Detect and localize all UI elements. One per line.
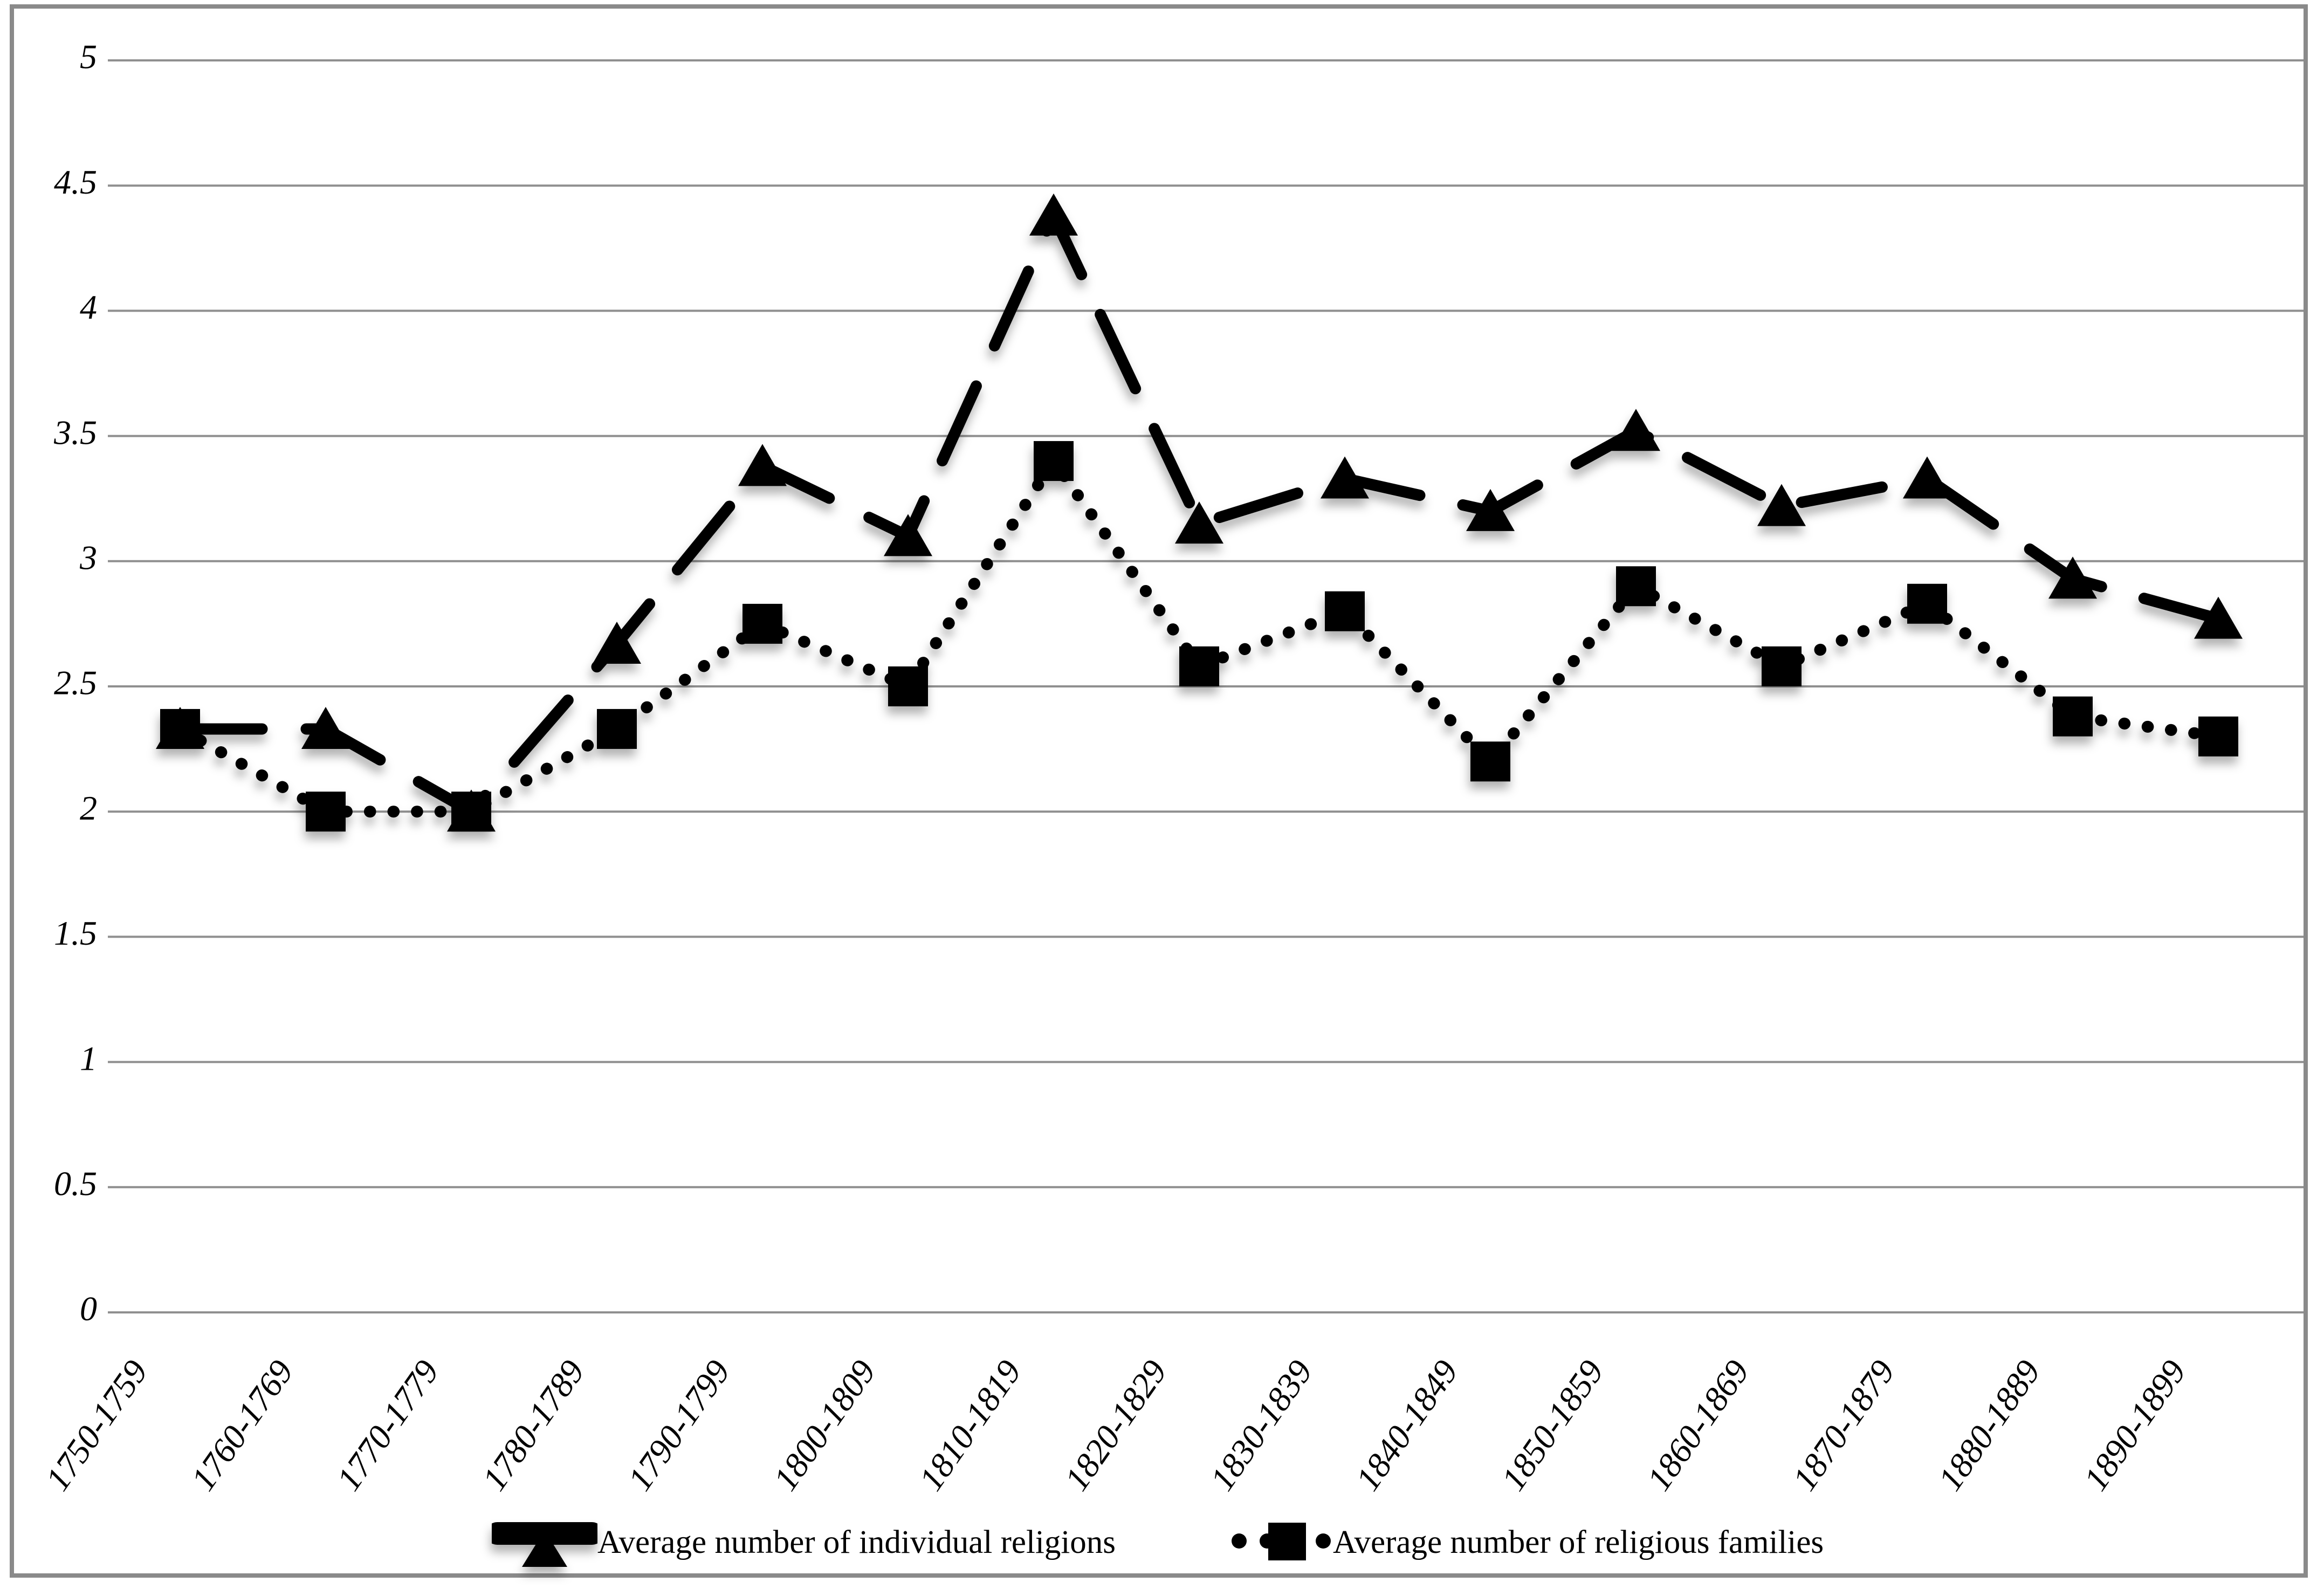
- square-marker: [888, 666, 928, 706]
- y-axis-tick-labels: 5 4.5 4 3.5 3 2.5 2 1.5 1 0.5 0: [53, 38, 97, 1328]
- x-category-label: 1860-1869: [1639, 1353, 1756, 1497]
- figure-border: [10, 4, 2308, 1578]
- square-marker: [742, 603, 782, 644]
- y-tick-label-3: 3: [79, 538, 97, 576]
- y-tick-label-4: 4: [80, 288, 97, 326]
- x-axis-category-labels: 1750-1759 1760-1769 1770-1779 1780-1789 1790…: [38, 1353, 2193, 1497]
- triangle-marker: [1175, 501, 1223, 544]
- square-marker: [1470, 741, 1510, 782]
- y-tick-label-1: 1: [80, 1039, 97, 1077]
- x-category-label: 1780-1789: [475, 1353, 592, 1497]
- x-category-label: 1750-1759: [38, 1353, 155, 1497]
- square-marker: [1179, 646, 1219, 686]
- gridlines: [108, 59, 2304, 1313]
- series-religious-families: [160, 441, 2238, 832]
- legend-label-religious-families: Average number of religious families: [1333, 1524, 1824, 1560]
- square-marker: [2198, 716, 2238, 756]
- square-marker: [597, 708, 637, 749]
- y-tick-label-0.5: 0.5: [54, 1164, 97, 1202]
- square-marker: [1034, 441, 1074, 481]
- triangle-marker: [1029, 193, 1078, 236]
- square-marker: [306, 792, 346, 832]
- x-category-label: 1820-1829: [1057, 1353, 1174, 1497]
- data-series: [156, 193, 2243, 832]
- legend-item-religious-families: Average number of religious families: [1230, 1508, 1824, 1578]
- legend-label-individual-religions: Average number of individual religions: [597, 1524, 1116, 1560]
- y-tick-label-5: 5: [80, 38, 97, 76]
- triangle-marker: [884, 514, 932, 556]
- x-category-label: 1760-1769: [183, 1353, 300, 1497]
- triangle-marker: [1321, 456, 1369, 499]
- y-tick-label-4.5: 4.5: [54, 163, 97, 201]
- square-marker: [1325, 591, 1365, 631]
- square-marker: [160, 708, 200, 749]
- y-tick-label-1.5: 1.5: [54, 914, 97, 952]
- dotted-line-square-swatch: [1232, 1523, 1331, 1560]
- x-category-label: 1830-1839: [1202, 1353, 1319, 1497]
- x-category-label: 1870-1879: [1785, 1353, 1902, 1497]
- y-tick-label-3.5: 3.5: [53, 413, 97, 451]
- x-category-label: 1790-1799: [620, 1353, 737, 1497]
- x-category-label: 1770-1779: [329, 1353, 446, 1497]
- triangle-marker: [2048, 556, 2097, 599]
- square-marker: [451, 792, 491, 832]
- legend-item-individual-religions: Average number of individual religions: [492, 1508, 1116, 1578]
- square-marker: [2053, 696, 2093, 737]
- triangle-marker: [1903, 456, 1951, 499]
- series-individual-religions: [156, 193, 2243, 832]
- triangle-marker: [738, 444, 787, 486]
- y-tick-label-0: 0: [80, 1290, 97, 1328]
- x-category-label: 1850-1859: [1494, 1353, 1611, 1497]
- square-marker: [1762, 646, 1802, 686]
- x-category-label: 1880-1889: [1930, 1353, 2047, 1497]
- x-category-label: 1840-1849: [1348, 1353, 1465, 1497]
- y-tick-label-2.5: 2.5: [54, 664, 97, 702]
- triangle-marker: [2194, 596, 2243, 639]
- x-category-label: 1890-1899: [2076, 1353, 2193, 1497]
- triangle-marker: [1466, 489, 1515, 531]
- square-marker: [1616, 566, 1656, 607]
- series-line-dashed: [174, 210, 2224, 817]
- triangle-marker: [593, 622, 641, 664]
- square-marker: [1907, 583, 1947, 624]
- x-category-label: 1810-1819: [911, 1353, 1028, 1497]
- dashed-line-triangle-swatch: [492, 1522, 597, 1567]
- triangle-marker: [301, 706, 350, 749]
- triangle-marker: [1612, 409, 1660, 451]
- chart-legend: Average number of individual religions A…: [0, 1508, 2317, 1578]
- y-tick-label-2: 2: [80, 789, 97, 827]
- triangle-marker: [1757, 484, 1806, 526]
- x-category-label: 1800-1809: [766, 1353, 883, 1497]
